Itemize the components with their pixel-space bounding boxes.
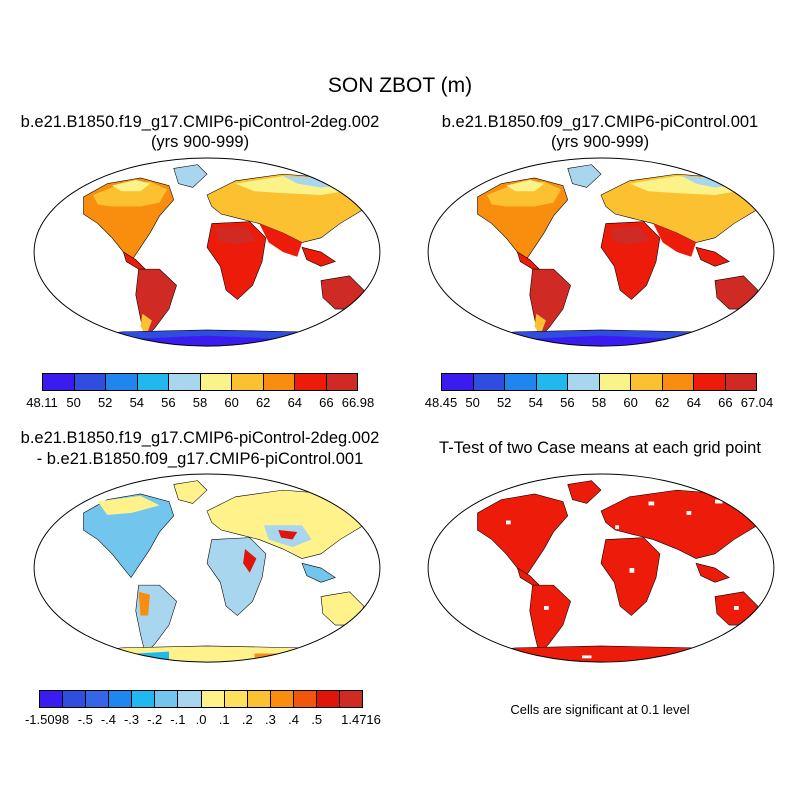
figure-title: SON ZBOT (m): [327, 74, 473, 97]
colorbar-swatch: [694, 374, 726, 390]
colorbar-swatch: [132, 691, 156, 707]
map-case1: [33, 157, 381, 347]
colorbar-tick-label: 66.98: [341, 395, 375, 410]
colorbar-swatch: [340, 691, 363, 707]
panel-ttest-title: T-Test of two Case means at each grid po…: [439, 439, 761, 457]
colorbar-tick-label: -.4: [100, 712, 117, 727]
colorbar-tick-label: .4: [288, 712, 299, 727]
colorbar-swatch: [473, 374, 505, 390]
colorbar-swatch: [106, 374, 138, 390]
colorbar-tick-label: 62: [654, 395, 670, 410]
colorbar-swatch: [270, 691, 294, 707]
colorbar-case2: [441, 373, 757, 391]
colorbar-swatch: [442, 374, 474, 390]
colorbar-tick-label: 56: [560, 395, 575, 410]
colorbar-tick-label: -.5: [77, 712, 93, 727]
colorbar-tick-label: 52: [496, 395, 512, 410]
colorbar-tick-label: 50: [66, 395, 81, 410]
map-case2: [427, 157, 775, 347]
colorbar-swatch: [662, 374, 694, 390]
colorbar-tick-label: 64: [686, 395, 702, 410]
colorbar-tick-label: 66: [319, 395, 334, 410]
colorbar-tick-label: .5: [311, 712, 323, 727]
colorbar-swatch: [201, 691, 225, 707]
colorbar-swatch: [247, 691, 271, 707]
colorbar-case2-labels: 48.45 50 52 54 56 58 60 62 64 66 67.04: [425, 395, 774, 411]
map-difference: [33, 473, 381, 663]
panel-case2-years: (yrs 900-999): [550, 133, 650, 151]
panel-case1-title: b.e21.B1850.f19_g17.CMIP6-piControl-2deg…: [20, 113, 380, 131]
colorbar-tick-label: 48.11: [26, 395, 58, 410]
colorbar-difference-labels: -1.5098 -.5 -.4 -.3 -.2 -.1 .0 .1 .2 .3 .4 .5 1.4716: [25, 712, 381, 728]
colorbar-case1: [42, 373, 358, 391]
colorbar-tick-label: 1.4716: [341, 712, 381, 727]
colorbar-swatch: [224, 691, 248, 707]
colorbar-swatch: [263, 374, 295, 390]
colorbar-tick-label: -.3: [123, 712, 140, 727]
colorbar-swatch: [169, 374, 201, 390]
colorbar-tick-label: 52: [97, 395, 113, 410]
colorbar-case1-labels: 48.11 50 52 54 56 58 60 62 64 66 66.98: [26, 395, 374, 411]
colorbar-swatch: [178, 691, 202, 707]
colorbar-swatch: [316, 691, 341, 707]
colorbar-swatch: [109, 691, 133, 707]
colorbar-tick-label: 50: [465, 395, 480, 410]
colorbar-tick-label: 66: [718, 395, 733, 410]
panel-case2-title: b.e21.B1850.f09_g17.CMIP6-piControl.001: [441, 113, 759, 131]
colorbar-tick-label: 54: [129, 395, 145, 410]
colorbar-tick-label: -.1: [170, 712, 186, 727]
colorbar-swatch: [536, 374, 568, 390]
colorbar-tick-label: 62: [255, 395, 271, 410]
colorbar-difference: [39, 690, 363, 708]
panel-diff-subtitle: - b.e21.B1850.f09_g17.CMIP6-piControl.00…: [36, 450, 364, 468]
colorbar-tick-label: -1.5098: [24, 712, 70, 727]
colorbar-tick-label: 60: [224, 395, 239, 410]
colorbar-swatch: [155, 691, 179, 707]
colorbar-swatch: [295, 374, 327, 390]
colorbar-tick-label: .1: [218, 712, 230, 727]
colorbar-swatch: [232, 374, 264, 390]
colorbar-swatch: [631, 374, 663, 390]
colorbar-tick-label: 58: [192, 395, 208, 410]
colorbar-swatch: [505, 374, 537, 390]
colorbar-tick-label: 56: [161, 395, 176, 410]
colorbar-tick-label: 60: [623, 395, 638, 410]
significance-note: Cells are significant at 0.1 level: [510, 702, 690, 717]
colorbar-swatch: [725, 374, 756, 390]
colorbar-tick-label: .0: [195, 712, 207, 727]
colorbar-tick-label: 58: [591, 395, 607, 410]
colorbar-tick-label: 67.04: [740, 395, 774, 410]
colorbar-tick-label: .3: [265, 712, 276, 727]
colorbar-swatch: [326, 374, 357, 390]
map-ttest-significance: [427, 473, 775, 663]
colorbar-swatch: [40, 691, 64, 707]
colorbar-swatch: [568, 374, 600, 390]
colorbar-swatch: [86, 691, 110, 707]
colorbar-tick-label: -.2: [147, 712, 163, 727]
colorbar-tick-label: 48.45: [424, 395, 458, 410]
colorbar-swatch: [137, 374, 169, 390]
panel-case1-years: (yrs 900-999): [150, 133, 250, 151]
panel-diff-title: b.e21.B1850.f19_g17.CMIP6-piControl-2deg…: [20, 429, 380, 447]
colorbar-swatch: [63, 691, 87, 707]
colorbar-swatch: [293, 691, 317, 707]
colorbar-tick-label: .2: [241, 712, 253, 727]
colorbar-swatch: [599, 374, 631, 390]
colorbar-swatch: [200, 374, 232, 390]
colorbar-swatch: [43, 374, 75, 390]
colorbar-swatch: [74, 374, 106, 390]
colorbar-tick-label: 54: [528, 395, 544, 410]
colorbar-tick-label: 64: [287, 395, 303, 410]
